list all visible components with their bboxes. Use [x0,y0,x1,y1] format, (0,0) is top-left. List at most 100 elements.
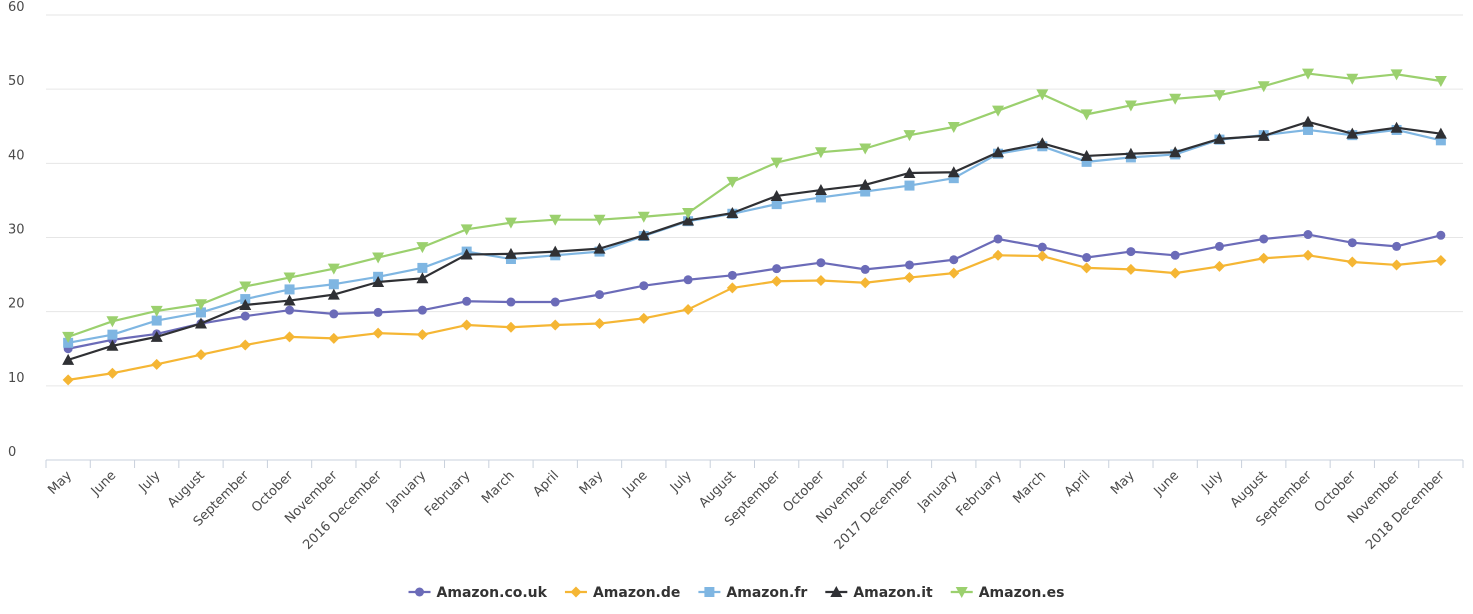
x-tick-label: April [530,468,562,500]
data-point [814,147,827,159]
legend-item[interactable]: Amazon.fr [698,585,807,601]
data-point [151,315,162,326]
data-point [1169,146,1182,158]
legend-marker [830,586,843,597]
legend-marker [955,587,968,598]
data-point [1213,260,1225,272]
grid-lines [46,14,1463,387]
data-point [283,272,296,284]
data-point [1303,230,1313,240]
data-point [372,252,385,264]
data-point [505,321,517,333]
data-point [637,229,650,241]
data-point [771,275,783,287]
data-point [814,184,827,196]
data-point [106,316,119,328]
data-point [683,275,693,285]
data-point [815,192,826,203]
x-tick-label: May [577,468,607,498]
data-point [771,199,782,210]
data-point [904,180,915,191]
x-tick-label: July [136,468,164,496]
data-point [504,217,517,229]
data-point [62,353,75,365]
data-point [1257,81,1270,93]
data-point [992,249,1004,261]
legend-label: Amazon.fr [726,585,807,601]
data-point [1346,73,1359,85]
legend-label: Amazon.es [979,585,1065,601]
data-point [593,214,606,226]
data-point [550,297,560,307]
data-point [327,263,340,275]
data-point [372,327,384,339]
data-point [106,339,119,351]
series-line [67,72,1442,338]
x-tick-label: 2018 December [1363,468,1448,553]
data-point [1081,262,1093,274]
x-tick-label: February [422,468,474,520]
data-point [1390,121,1403,133]
data-point [328,332,340,344]
data-point [947,121,960,133]
data-point [549,319,561,331]
data-point [682,214,695,226]
data-point [859,277,871,289]
data-point [682,208,695,220]
data-point [549,214,562,226]
data-point [416,272,429,284]
x-axis [45,459,1464,468]
x-tick-label: June [88,468,119,499]
legend-item[interactable]: Amazon.es [950,585,1065,601]
data-point [1302,68,1315,80]
legend-item[interactable]: Amazon.co.uk [408,585,548,601]
data-point [770,157,783,169]
legend-item[interactable]: Amazon.it [825,585,933,601]
data-point [151,358,163,370]
data-point [903,166,916,178]
data-point [150,305,163,317]
data-point [637,211,650,223]
data-point [460,248,473,260]
data-point [993,234,1003,244]
data-point [372,276,385,287]
legend-label: Amazon.co.uk [437,585,548,601]
x-tick-label: July [667,468,695,496]
data-point [1036,89,1049,101]
data-point [1214,241,1224,251]
data-point [1036,137,1049,149]
y-tick-label: 40 [8,148,25,163]
data-point [195,349,207,361]
data-point [1213,90,1226,102]
series-amazon-es [62,68,1447,343]
x-axis-tick-labels: May June July AugustSeptemberOctoberNovembe… [45,468,1448,553]
data-point [726,207,739,219]
series-line [67,120,1442,361]
data-point [107,329,118,340]
data-point [1124,147,1137,159]
data-point [860,264,870,274]
data-point [1080,109,1093,121]
data-point [240,311,250,321]
data-point [1082,253,1092,263]
data-point [1036,250,1048,262]
data-point [1081,156,1092,167]
data-point [593,242,606,254]
data-point [549,245,562,257]
data-point [770,189,783,201]
data-point [727,270,737,280]
data-point [460,224,473,236]
legend-item[interactable]: Amazon.de [564,585,680,601]
legend-label: Amazon.it [853,585,933,601]
data-point [417,262,428,273]
data-point [1392,241,1402,251]
data-point [992,105,1005,117]
legend-marker [415,587,425,597]
data-point [329,309,339,319]
data-point [239,339,251,351]
data-point [505,254,516,265]
data-point [1436,230,1446,240]
data-point [195,307,206,318]
data-point [595,290,605,300]
data-point [1346,127,1359,139]
